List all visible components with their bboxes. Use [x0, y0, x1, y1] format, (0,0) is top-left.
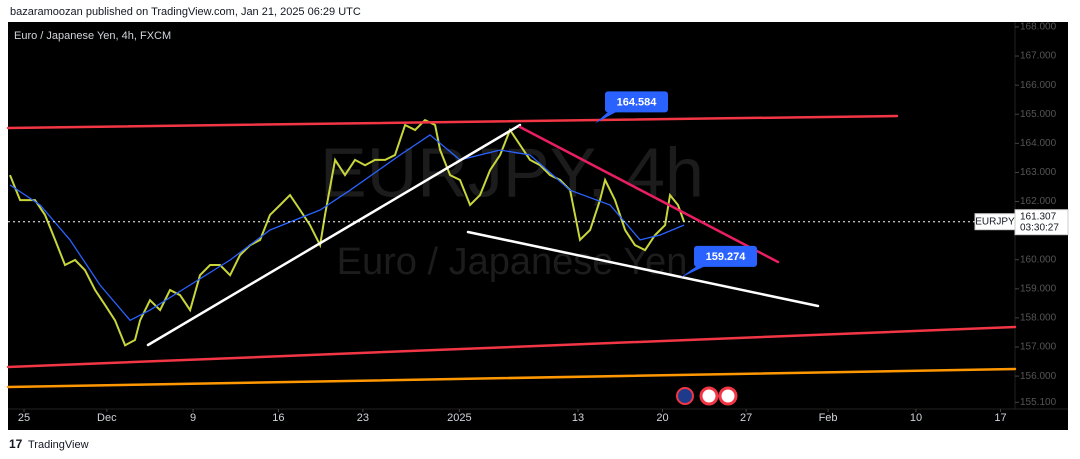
y-tick-label: 164.000: [1020, 138, 1057, 149]
x-tick-label: 27: [740, 412, 752, 424]
symbol-label: EURJPY: [975, 216, 1015, 227]
y-tick-label: 155.100: [1020, 397, 1057, 408]
y-tick-label: 159.000: [1020, 283, 1057, 294]
countdown-label: 03:30:27: [1020, 222, 1059, 233]
x-tick-label: Dec: [97, 412, 117, 424]
footer: [8, 430, 1080, 459]
price-line: [9, 118, 685, 347]
event-icons[interactable]: [676, 386, 738, 406]
last-price-label: 161.307: [1020, 211, 1057, 222]
callout-pointer: [680, 263, 710, 278]
x-tick-label: Feb: [819, 412, 838, 424]
y-tick-label: 157.000: [1020, 342, 1057, 353]
callout-label: 164.584: [617, 96, 658, 108]
y-tick-label: 160.000: [1020, 254, 1057, 265]
logo-mark: 17: [9, 437, 23, 451]
trendline: [6, 367, 1017, 389]
callout-box: [605, 91, 668, 113]
x-tick-label: 20: [656, 412, 668, 424]
x-tick-label: 23: [357, 412, 369, 424]
y-tick-label: 168.000: [1020, 22, 1057, 33]
y-tick-label: 165.000: [1020, 109, 1057, 120]
event-icon[interactable]: [718, 386, 738, 406]
y-tick-label: 162.000: [1020, 196, 1057, 207]
footer-brand: TradingView: [28, 439, 89, 451]
watermark-text: Euro / Japanese Yen: [337, 241, 688, 283]
callout-label: 159.274: [706, 251, 747, 263]
x-tick-label: 25: [18, 412, 30, 424]
y-tick-label: 166.000: [1020, 80, 1057, 91]
drawings: [6, 114, 1017, 389]
trendline: [146, 123, 522, 347]
trendline: [518, 125, 780, 264]
y-tick-label: 156.000: [1020, 371, 1057, 382]
event-icon[interactable]: [676, 387, 694, 405]
trendline: [6, 114, 899, 130]
callout-box: [694, 245, 757, 267]
x-tick-label: 9: [190, 412, 196, 424]
y-tick-label: 163.000: [1020, 167, 1057, 178]
publish-note: bazaramoozan published on TradingView.co…: [10, 6, 361, 18]
chart-title: Euro / Japanese Yen, 4h, FXCM: [14, 30, 171, 42]
x-tick-label: 13: [572, 412, 584, 424]
x-tick-label: 17: [994, 412, 1006, 424]
trendline: [6, 325, 1017, 369]
trendline: [466, 230, 820, 308]
watermark: EURJPY, 4h Euro / Japanese Yen: [320, 133, 704, 283]
x-tick-label: 10: [910, 412, 922, 424]
y-tick-label: 158.000: [1020, 313, 1057, 324]
last-price-box: [1014, 209, 1069, 236]
price-line: [9, 134, 685, 322]
x-tick-label: 16: [272, 412, 284, 424]
callout-pointer: [595, 109, 621, 124]
x-tick-label: 2025: [447, 412, 471, 424]
plot: [8, 118, 1015, 347]
event-icon[interactable]: [699, 386, 719, 406]
chart-background: [8, 22, 1068, 430]
watermark-text: EURJPY, 4h: [320, 133, 704, 211]
y-tick-label: 167.000: [1020, 51, 1057, 62]
